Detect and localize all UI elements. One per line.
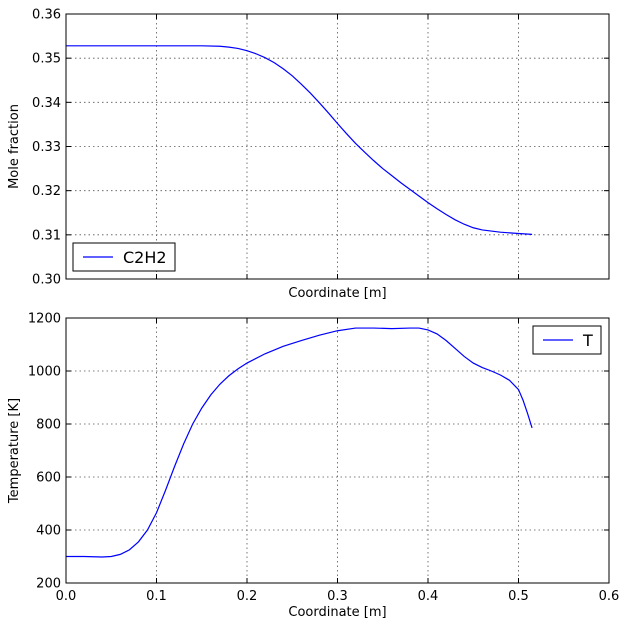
y-tick-label: 0.31 [32,228,61,243]
y-tick-label: 400 [36,524,61,539]
x-tick-label: 0.4 [418,589,439,604]
legend-label-c2h2: C2H2 [123,248,167,267]
ticks: 0.30 0.31 0.32 0.33 0.34 0.35 0.36 [32,8,610,288]
legend-label-t: T [582,331,593,350]
series-line-c2h2 [66,45,533,235]
y-tick-label: 0.33 [32,140,61,155]
x-tick-label: 0.5 [508,589,529,604]
x-tick-label: 0.1 [146,589,167,604]
ticks: 0.0 0.1 0.2 0.3 0.4 0.5 0.6 200 400 600 800 1000 120… [28,312,619,605]
series-layer [66,327,533,558]
x-tick-label: 0.2 [237,589,258,604]
x-tick-label: 0.0 [56,589,77,604]
y-axis-label: Temperature [K] [7,398,22,504]
y-tick-label: 800 [36,418,61,433]
grid [66,318,609,583]
y-tick-label: 1200 [28,312,61,327]
y-axis-label: Mole fraction [7,104,22,189]
temperature-plot: 0.0 0.1 0.2 0.3 0.4 0.5 0.6 200 400 600 800 1000 120… [7,312,619,621]
x-tick-label: 0.6 [599,589,620,604]
y-tick-label: 0.34 [32,96,61,111]
series-line-t [66,327,533,558]
series-layer [66,45,533,235]
x-axis-label: Coordinate [m] [288,286,386,301]
y-tick-label: 0.35 [32,52,61,67]
legend: T [532,325,602,355]
x-tick-label: 0.3 [327,589,348,604]
y-tick-label: 0.32 [32,184,61,199]
y-tick-label: 600 [36,471,61,486]
legend: C2H2 [72,242,176,272]
x-axis-label: Coordinate [m] [288,605,386,620]
grid [66,14,609,279]
y-tick-label: 0.30 [32,273,61,288]
mole-fraction-plot: 0.30 0.31 0.32 0.33 0.34 0.35 0.36 Coordinate … [7,8,610,301]
y-tick-label: 0.36 [32,8,61,23]
y-tick-label: 200 [36,577,61,592]
y-tick-label: 1000 [28,365,61,380]
